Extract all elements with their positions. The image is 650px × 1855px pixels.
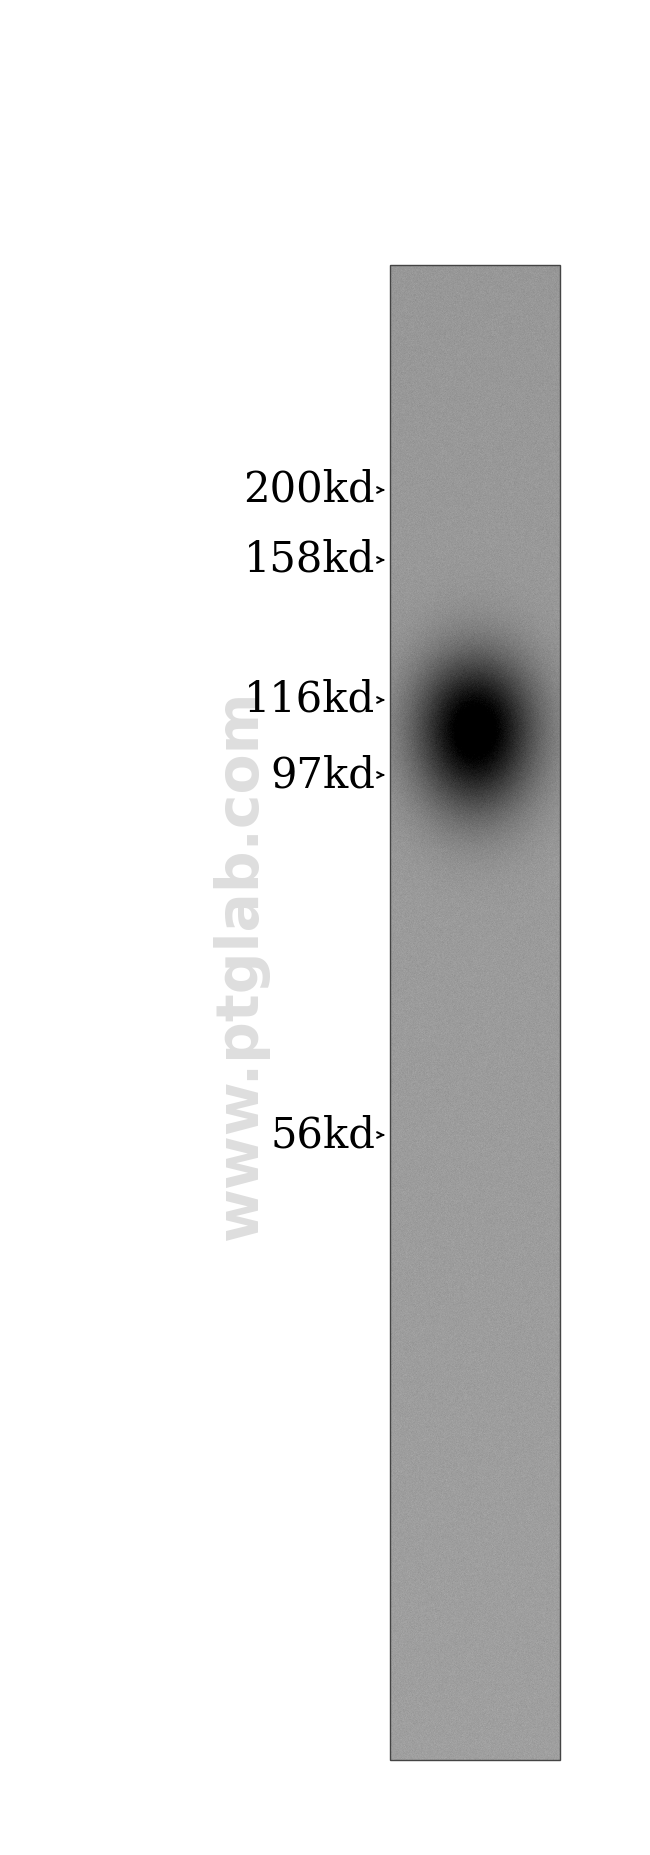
Bar: [390, 265, 560, 1760]
Text: 200kd: 200kd: [243, 469, 375, 510]
Text: www.ptglab.com: www.ptglab.com: [211, 690, 268, 1239]
Text: 158kd: 158kd: [244, 540, 375, 581]
Text: 56kd: 56kd: [270, 1115, 375, 1156]
Text: 97kd: 97kd: [270, 753, 375, 796]
Text: 116kd: 116kd: [244, 679, 375, 722]
